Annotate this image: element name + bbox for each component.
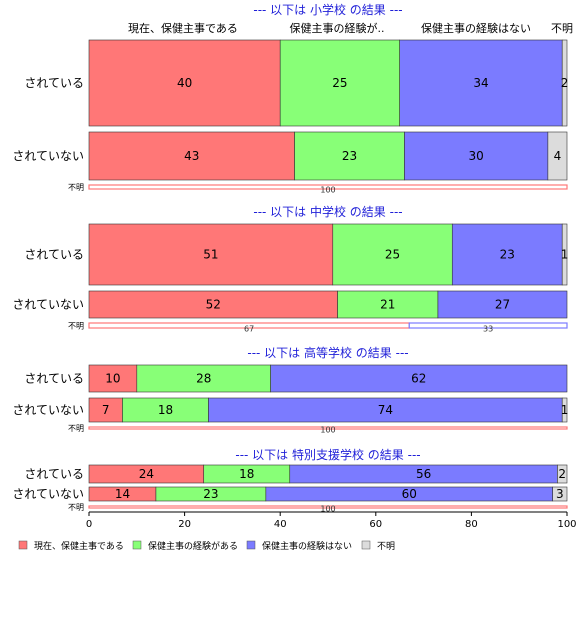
legend-swatch	[18, 540, 28, 550]
bar-segment	[437, 290, 568, 319]
data-label: 33	[483, 325, 493, 334]
data-label: 4	[554, 149, 562, 163]
bar-segment	[561, 223, 568, 286]
row-label: されていない	[12, 487, 84, 501]
data-label: 28	[196, 372, 211, 386]
data-label: 1	[561, 248, 569, 262]
group-title-1: --- 以下は 小学校 の結果 ---	[253, 2, 402, 17]
data-label: 100	[320, 505, 335, 514]
row-label: されている	[24, 76, 84, 90]
data-label: 18	[158, 403, 173, 417]
data-label: 18	[239, 467, 254, 481]
bar-segment	[561, 397, 568, 423]
group-title-4: --- 以下は 特別支援学校 の結果 ---	[235, 447, 420, 462]
data-label: 21	[380, 298, 395, 312]
bar-segment	[552, 486, 568, 502]
data-label: 14	[115, 487, 130, 501]
data-label: 51	[203, 248, 218, 262]
legend-swatch	[246, 540, 256, 550]
bar-segment	[88, 223, 334, 286]
bar-segment	[88, 131, 295, 181]
x-tick-label: 100	[557, 519, 576, 530]
data-label: 2	[558, 467, 566, 481]
bar-segment	[270, 364, 568, 393]
column-header-3: 保健主事の経験はない	[421, 21, 531, 35]
data-label: 34	[473, 76, 488, 90]
data-label: 3	[556, 487, 564, 501]
x-tick-label: 40	[274, 519, 287, 530]
row-label: されている	[24, 467, 84, 481]
bar-segment	[408, 322, 568, 329]
data-label: 56	[416, 467, 431, 481]
bar-segment	[88, 505, 568, 509]
legend-label: 不明	[377, 541, 395, 552]
legend-label: 保健主事の経験がある	[148, 540, 238, 552]
data-label: 2	[561, 76, 569, 90]
data-label: 30	[469, 149, 484, 163]
x-tick-label: 60	[369, 519, 382, 530]
legend-swatch	[132, 540, 142, 550]
bar-segment	[547, 131, 568, 181]
data-label: 27	[495, 298, 510, 312]
row-label: 不明	[68, 183, 84, 192]
bar-segment	[88, 39, 281, 127]
data-label: 25	[385, 248, 400, 262]
data-label: 100	[320, 186, 335, 195]
bar-segment	[88, 364, 138, 393]
data-label: 52	[206, 298, 221, 312]
row-label: されている	[24, 248, 84, 262]
data-label: 60	[402, 487, 417, 501]
row-label: 不明	[68, 322, 84, 331]
data-label: 7	[102, 403, 110, 417]
legend-swatch	[361, 540, 371, 550]
column-header-1: 現在、保健主事である	[128, 21, 238, 35]
x-tick-label: 20	[178, 519, 191, 530]
data-label: 67	[244, 325, 254, 334]
bar-segment	[88, 426, 568, 430]
x-tick-label: 0	[86, 519, 92, 530]
legend-label: 現在、保健主事である	[34, 540, 124, 552]
bar-segment	[399, 39, 563, 127]
data-label: 25	[332, 76, 347, 90]
legend-label: 保健主事の経験はない	[262, 540, 352, 552]
data-label: 74	[378, 403, 393, 417]
x-tick-label: 80	[465, 519, 478, 530]
data-label: 23	[500, 248, 515, 262]
bar-segment	[404, 131, 549, 181]
data-label: 24	[139, 467, 154, 481]
bar-segment	[88, 397, 123, 423]
data-label: 40	[177, 76, 192, 90]
row-label: されていない	[12, 149, 84, 163]
row-label: 不明	[68, 503, 84, 512]
row-label: されている	[24, 372, 84, 386]
bar-segment	[88, 184, 568, 190]
data-label: 43	[184, 149, 199, 163]
bar-segment	[557, 464, 568, 484]
bar-segment	[561, 39, 568, 127]
bar-segment	[279, 39, 401, 127]
bar-segment	[294, 131, 405, 181]
column-header-2: 保健主事の経験が..	[290, 21, 385, 35]
bar-segment	[332, 223, 453, 286]
data-label: 23	[203, 487, 218, 501]
data-label: 23	[342, 149, 357, 163]
bar-segment	[136, 364, 271, 393]
bar-segment	[208, 397, 563, 423]
column-header-4: 不明	[551, 22, 573, 35]
data-label: 62	[411, 372, 426, 386]
data-label: 1	[561, 403, 569, 417]
group-title-3: --- 以下は 高等学校 の結果 ---	[247, 345, 408, 360]
bar-segment	[337, 290, 439, 319]
row-label: されていない	[12, 403, 84, 417]
data-label: 10	[105, 372, 120, 386]
row-label: されていない	[12, 298, 84, 312]
data-label: 100	[320, 426, 335, 435]
group-title-2: --- 以下は 中学校 の結果 ---	[253, 204, 402, 219]
row-label: 不明	[68, 424, 84, 433]
bar-segment	[451, 223, 563, 286]
